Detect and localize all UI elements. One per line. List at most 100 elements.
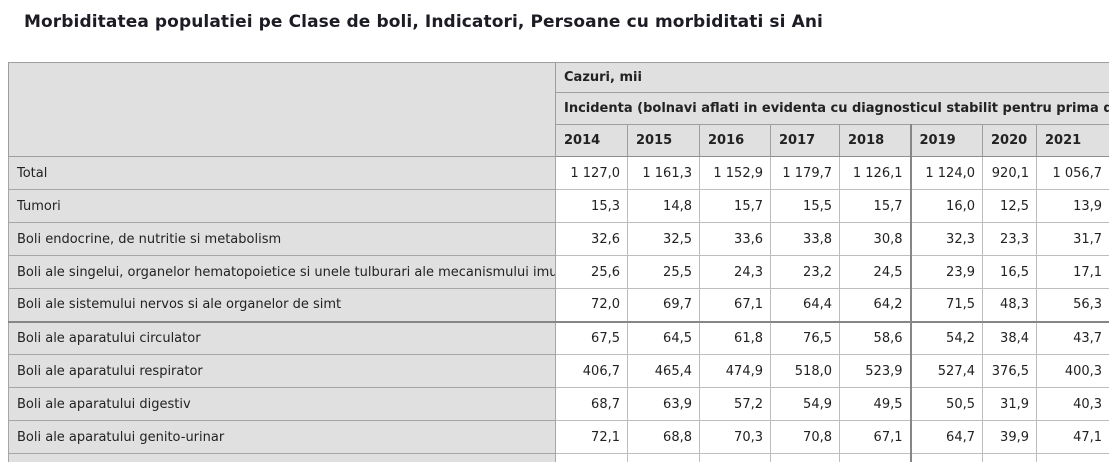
- row-label: Boli ale aparatului genito-urinar: [8, 420, 556, 454]
- value-cell: 47,1: [1035, 420, 1109, 454]
- row-label: [8, 453, 556, 462]
- table-row-tumori: Tumori 15,3 14,8 15,7 15,5 15,7 16,0 12,…: [8, 189, 1109, 223]
- morbidity-table: Cazuri, mii Incidenta (bolnavi aflati in…: [8, 62, 1109, 462]
- value-cell: 72,0: [555, 288, 628, 323]
- year-header-2014: 2014: [555, 124, 628, 157]
- value-cell: 527,4: [909, 354, 983, 388]
- value-cell: [839, 453, 911, 462]
- value-cell: 406,7: [555, 354, 628, 388]
- value-cell: 518,0: [770, 354, 840, 388]
- row-label: Boli ale sistemului nervos si ale organe…: [8, 288, 556, 323]
- value-cell: 1 127,0: [555, 156, 628, 190]
- value-cell: 13,9: [1035, 189, 1109, 223]
- value-cell: 920,1: [982, 156, 1037, 190]
- table-row-singelui: Boli ale singelui, organelor hematopoiet…: [8, 255, 1109, 289]
- value-cell: 56,3: [1035, 288, 1109, 323]
- year-header-2018: 2018: [839, 124, 911, 157]
- value-cell: 63,9: [627, 387, 700, 421]
- year-header-2016: 2016: [699, 124, 771, 157]
- row-label: Boli ale aparatului respirator: [8, 354, 556, 388]
- value-cell: 54,9: [770, 387, 840, 421]
- value-cell: [770, 453, 840, 462]
- value-cell: 54,2: [909, 321, 983, 355]
- value-cell: 64,7: [909, 420, 983, 454]
- value-cell: 25,5: [627, 255, 700, 289]
- value-cell: [982, 453, 1037, 462]
- row-label: Boli ale singelui, organelor hematopoiet…: [8, 255, 556, 289]
- table-viewport: Cazuri, mii Incidenta (bolnavi aflati in…: [8, 62, 1109, 462]
- value-cell: 1 152,9: [699, 156, 771, 190]
- value-cell: 69,7: [627, 288, 700, 323]
- table-row-endocrine: Boli endocrine, de nutritie si metabolis…: [8, 222, 1109, 256]
- value-cell: 1 124,0: [909, 156, 983, 190]
- value-cell: 17,1: [1035, 255, 1109, 289]
- value-cell: 1 126,1: [839, 156, 911, 190]
- indicator-header-cell: Incidenta (bolnavi aflati in evidenta cu…: [554, 92, 1109, 125]
- value-cell: 30,8: [839, 222, 911, 256]
- value-cell: 48,3: [982, 288, 1037, 323]
- table-row-partial-clipped: [8, 453, 1109, 462]
- value-cell: 64,2: [839, 288, 911, 323]
- corner-cell: [8, 62, 556, 157]
- value-cell: 12,5: [982, 189, 1037, 223]
- value-cell: 31,7: [1035, 222, 1109, 256]
- value-cell: 50,5: [909, 387, 983, 421]
- year-header-2020: 2020: [982, 124, 1037, 157]
- value-cell: 376,5: [982, 354, 1037, 388]
- value-cell: 523,9: [839, 354, 911, 388]
- value-cell: 61,8: [699, 321, 771, 355]
- value-cell: 67,1: [699, 288, 771, 323]
- value-cell: 68,8: [627, 420, 700, 454]
- value-cell: 14,8: [627, 189, 700, 223]
- table-row-circulator: Boli ale aparatului circulator 67,5 64,5…: [8, 321, 1109, 355]
- value-cell: 23,3: [982, 222, 1037, 256]
- value-cell: 68,7: [555, 387, 628, 421]
- value-cell: 16,5: [982, 255, 1037, 289]
- table-row-respirator: Boli ale aparatului respirator 406,7 465…: [8, 354, 1109, 388]
- row-label: Boli ale aparatului circulator: [8, 321, 556, 355]
- value-cell: 474,9: [699, 354, 771, 388]
- value-cell: 49,5: [839, 387, 911, 421]
- value-cell: 23,2: [770, 255, 840, 289]
- value-cell: 40,3: [1035, 387, 1109, 421]
- value-cell: 58,6: [839, 321, 911, 355]
- header-row-unit: Cazuri, mii: [8, 62, 1109, 157]
- table-row-genito-urinar: Boli ale aparatului genito-urinar 72,1 6…: [8, 420, 1109, 454]
- value-cell: 16,0: [909, 189, 983, 223]
- value-cell: 43,7: [1035, 321, 1109, 355]
- value-cell: 24,5: [839, 255, 911, 289]
- value-cell: [699, 453, 771, 462]
- header-row-years: 2014 2015 2016 2017 2018 2019 2020 2021: [9, 124, 1109, 157]
- row-label: Tumori: [8, 189, 556, 223]
- value-cell: [1035, 453, 1109, 462]
- value-cell: 24,3: [699, 255, 771, 289]
- year-header-2015: 2015: [627, 124, 700, 157]
- value-cell: 1 179,7: [770, 156, 840, 190]
- table-row-total: Total 1 127,0 1 161,3 1 152,9 1 179,7 1 …: [8, 156, 1109, 190]
- unit-header-cell: Cazuri, mii: [554, 62, 1109, 93]
- value-cell: 57,2: [699, 387, 771, 421]
- value-cell: 70,8: [770, 420, 840, 454]
- value-cell: 1 056,7: [1035, 156, 1109, 190]
- value-cell: 67,5: [555, 321, 628, 355]
- value-cell: 64,5: [627, 321, 700, 355]
- page-title: Morbiditatea populatiei pe Clase de boli…: [24, 12, 823, 32]
- value-cell: 32,3: [909, 222, 983, 256]
- value-cell: 25,6: [555, 255, 628, 289]
- value-cell: 31,9: [982, 387, 1037, 421]
- value-cell: 72,1: [555, 420, 628, 454]
- value-cell: 71,5: [909, 288, 983, 323]
- value-cell: 67,1: [839, 420, 911, 454]
- value-cell: 15,5: [770, 189, 840, 223]
- value-cell: 465,4: [627, 354, 700, 388]
- table-row-digestiv: Boli ale aparatului digestiv 68,7 63,9 5…: [8, 387, 1109, 421]
- value-cell: 400,3: [1035, 354, 1109, 388]
- value-cell: 76,5: [770, 321, 840, 355]
- value-cell: 39,9: [982, 420, 1037, 454]
- value-cell: 15,7: [839, 189, 911, 223]
- value-cell: 33,6: [699, 222, 771, 256]
- value-cell: 15,7: [699, 189, 771, 223]
- value-cell: 32,6: [555, 222, 628, 256]
- header-row-indicator: Incidenta (bolnavi aflati in evidenta cu…: [9, 92, 1109, 125]
